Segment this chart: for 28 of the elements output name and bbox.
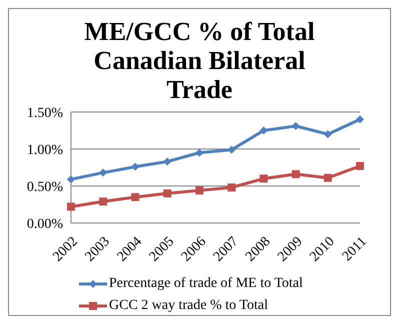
point bbox=[292, 122, 300, 130]
legend-label: GCC 2 way trade % to Total bbox=[109, 298, 268, 314]
point bbox=[260, 174, 268, 183]
point bbox=[131, 162, 140, 171]
y-tick-label: 1.00% bbox=[26, 142, 64, 158]
y-tick-label: 1.50% bbox=[26, 106, 64, 121]
point bbox=[260, 126, 268, 134]
point bbox=[163, 189, 172, 198]
point bbox=[356, 115, 364, 124]
point bbox=[67, 202, 75, 211]
y-tick-label: 0.00% bbox=[26, 216, 64, 232]
chart-title: ME/GCC % of Total Canadian Bilateral Trade bbox=[83, 17, 316, 104]
point bbox=[99, 198, 108, 206]
point bbox=[67, 175, 75, 184]
legend-label: Percentage of trade of ME to Total bbox=[109, 276, 303, 292]
point bbox=[195, 148, 204, 157]
point bbox=[131, 193, 140, 202]
point bbox=[228, 146, 236, 154]
point bbox=[324, 130, 332, 138]
point bbox=[228, 183, 236, 192]
point bbox=[163, 158, 172, 166]
point bbox=[195, 186, 204, 194]
y-tick-label: 0.50% bbox=[26, 180, 64, 195]
x-tick-label: 2011 bbox=[340, 234, 370, 264]
point bbox=[324, 174, 332, 182]
point bbox=[292, 170, 300, 178]
point bbox=[356, 162, 364, 170]
point bbox=[99, 168, 108, 177]
